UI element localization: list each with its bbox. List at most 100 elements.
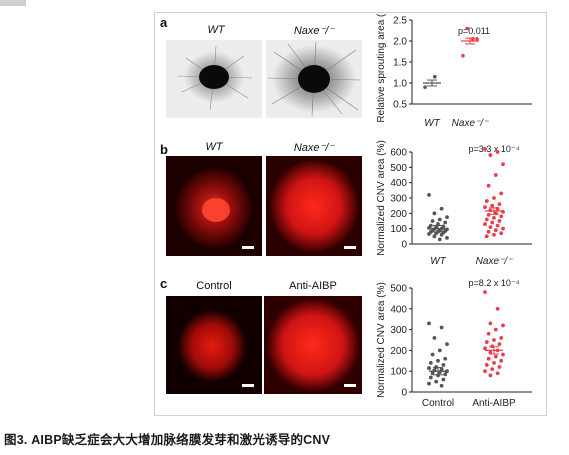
data-point xyxy=(445,235,449,240)
data-point xyxy=(441,377,446,382)
micrograph-c-anti-aibp xyxy=(264,296,362,394)
data-point xyxy=(495,223,500,228)
data-point xyxy=(497,342,502,347)
x-category-label: Naxe⁻/⁻ xyxy=(452,118,489,129)
y-tick-label: 2.5 xyxy=(393,16,407,27)
data-point xyxy=(432,336,437,340)
data-point xyxy=(427,193,431,197)
data-point xyxy=(443,372,448,377)
data-point xyxy=(427,321,431,326)
data-point xyxy=(497,219,502,223)
data-point xyxy=(445,215,449,220)
data-point xyxy=(441,363,446,367)
data-point xyxy=(483,222,487,226)
micrograph-b-naxe xyxy=(266,156,362,256)
col-label-c-anti-aibp: Anti-AIBP xyxy=(289,280,337,292)
micrograph-b-wt xyxy=(166,156,262,256)
y-tick-label: 400 xyxy=(390,178,407,189)
micrograph-a-wt xyxy=(166,40,262,118)
data-point xyxy=(427,381,431,386)
data-point xyxy=(439,367,444,372)
data-point xyxy=(475,37,479,41)
data-point xyxy=(437,237,442,242)
data-point xyxy=(486,356,491,361)
data-point xyxy=(499,336,504,340)
data-point xyxy=(497,202,502,207)
micrograph-c-control xyxy=(166,296,262,394)
data-point xyxy=(501,352,505,357)
data-point xyxy=(483,290,487,295)
data-point xyxy=(499,358,504,363)
data-point xyxy=(490,203,495,208)
data-point xyxy=(484,234,489,239)
sprouting-scatter-plot: 0.5 1.0 1.5 2.0 2.5 Relative sprouting area (… xyxy=(376,14,532,129)
data-point xyxy=(461,53,465,58)
data-point xyxy=(492,232,496,237)
cropped-header-fragment xyxy=(0,0,26,6)
data-point xyxy=(492,360,496,365)
data-point xyxy=(443,356,448,361)
x-category-label: Anti-AIBP xyxy=(472,398,516,409)
data-point xyxy=(486,212,491,217)
data-point xyxy=(439,383,444,388)
panel-letter-c: c xyxy=(160,276,168,291)
data-point xyxy=(484,199,489,203)
data-point xyxy=(495,150,500,154)
y-tick-label: 0 xyxy=(401,240,407,251)
y-tick-label: 400 xyxy=(390,304,407,315)
panel-letter-b: b xyxy=(160,142,168,157)
p-value-annotation: p=3.3 x 10⁻⁴ xyxy=(469,144,520,154)
data-point xyxy=(432,234,437,239)
y-tick-label: 1.0 xyxy=(393,79,407,90)
data-point xyxy=(499,214,504,219)
x-category-label: Naxe⁻/⁻ xyxy=(476,256,513,267)
data-point xyxy=(483,369,487,374)
y-tick-label: 0 xyxy=(401,388,407,399)
data-point xyxy=(493,228,498,233)
y-tick-label: 200 xyxy=(390,209,407,220)
data-point xyxy=(432,211,437,216)
col-label-b-wt: WT xyxy=(205,141,223,153)
data-point xyxy=(486,183,491,188)
data-point xyxy=(433,74,437,79)
data-point xyxy=(439,206,444,211)
data-point xyxy=(443,220,448,225)
data-point xyxy=(493,354,498,359)
data-point xyxy=(439,325,444,330)
data-point xyxy=(436,358,440,363)
data-point xyxy=(486,331,491,336)
p-value-annotation: p=8.2 x 10⁻⁴ xyxy=(469,278,520,288)
y-tick-label: 200 xyxy=(390,346,407,357)
data-point xyxy=(427,232,431,236)
y-tick-label: 300 xyxy=(390,194,407,205)
data-point xyxy=(428,360,433,365)
y-tick-label: 600 xyxy=(390,148,407,159)
y-tick-label: 300 xyxy=(390,325,407,336)
data-point xyxy=(488,153,493,157)
data-point xyxy=(423,85,427,89)
data-point xyxy=(430,352,435,357)
data-point xyxy=(493,173,498,177)
y-axis-label: Normalized CNV area (%) xyxy=(376,282,387,398)
y-tick-label: 500 xyxy=(390,163,407,174)
data-point xyxy=(492,196,496,200)
y-tick-label: 0.5 xyxy=(393,100,407,111)
data-point xyxy=(483,205,487,210)
data-point xyxy=(465,26,469,31)
data-point xyxy=(495,306,500,311)
y-tick-label: 500 xyxy=(390,284,407,295)
data-point xyxy=(483,346,487,351)
data-point xyxy=(439,232,444,237)
data-point xyxy=(428,375,433,380)
y-tick-label: 100 xyxy=(390,224,407,235)
data-point xyxy=(495,371,500,376)
data-point xyxy=(445,342,449,347)
data-point xyxy=(486,229,491,234)
data-point xyxy=(430,219,435,223)
col-label-b-naxe: Naxe⁻/⁻ xyxy=(293,142,335,154)
data-point xyxy=(492,338,496,342)
data-point xyxy=(488,321,493,326)
data-point xyxy=(499,191,504,196)
